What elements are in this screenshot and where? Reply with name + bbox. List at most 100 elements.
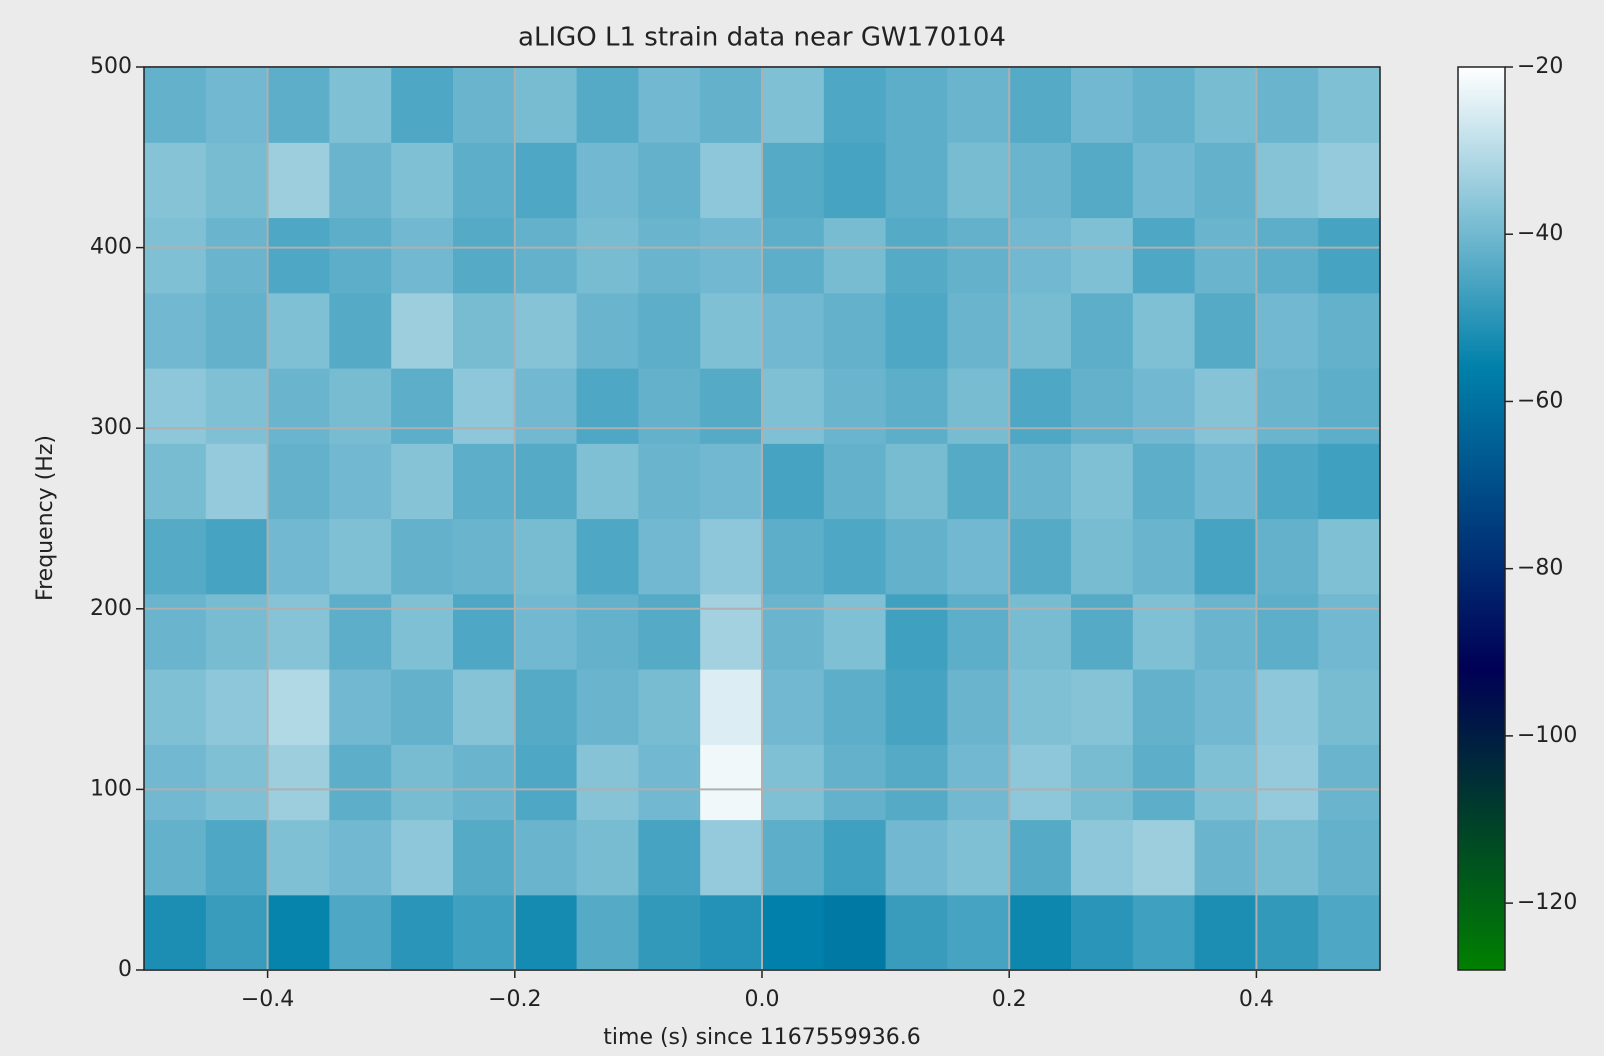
spectrogram-cell — [1318, 894, 1381, 971]
spectrogram-cell — [1132, 217, 1196, 294]
x-tick-label: 0.2 — [992, 987, 1027, 1012]
spectrogram-cell — [1132, 292, 1196, 369]
spectrogram-cell — [576, 744, 639, 821]
spectrogram-cell — [391, 443, 454, 520]
spectrogram-cell — [391, 593, 454, 670]
spectrogram-cell — [762, 142, 825, 219]
spectrogram-cell — [700, 593, 763, 670]
spectrogram-cell — [1132, 518, 1196, 595]
spectrogram-cell — [1318, 67, 1381, 143]
spectrogram-cell — [1132, 142, 1196, 219]
spectrogram-cell — [700, 518, 763, 595]
spectrogram-cell — [700, 744, 763, 821]
spectrogram-cell — [267, 368, 330, 444]
spectrogram-cell — [205, 443, 269, 520]
spectrogram-cell — [329, 669, 392, 745]
spectrogram-cell — [329, 368, 392, 444]
spectrogram-cell — [1318, 669, 1381, 745]
spectrogram-cell — [329, 443, 392, 520]
spectrogram-cell — [823, 669, 887, 745]
spectrogram-cell — [267, 894, 330, 971]
spectrogram-cell — [823, 67, 887, 143]
spectrogram-cell — [1071, 368, 1134, 444]
spectrogram-cell — [1132, 443, 1196, 520]
spectrogram-cell — [1256, 217, 1319, 294]
spectrogram-cell — [576, 217, 639, 294]
colorbar — [1457, 66, 1506, 971]
spectrogram-cell — [1318, 142, 1381, 219]
spectrogram-cell — [514, 67, 578, 143]
spectrogram-cell — [1009, 67, 1072, 143]
colorbar-tick-label: −20 — [1517, 54, 1563, 79]
spectrogram-cell — [1009, 443, 1072, 520]
spectrogram-cell — [144, 744, 207, 821]
spectrogram-cell — [391, 368, 454, 444]
spectrogram-cell — [514, 894, 578, 971]
spectrogram-cell — [329, 292, 392, 369]
spectrogram-cell — [885, 744, 948, 821]
spectrogram-cell — [391, 894, 454, 971]
spectrogram-cell — [514, 292, 578, 369]
spectrogram-cell — [1071, 142, 1134, 219]
spectrogram-cell — [144, 894, 207, 971]
spectrogram-cell — [267, 292, 330, 369]
spectrogram-cell — [205, 819, 269, 896]
spectrogram-cell — [576, 142, 639, 219]
x-tick-label: −0.2 — [488, 987, 541, 1012]
spectrogram-cell — [1256, 593, 1319, 670]
spectrogram-cell — [144, 292, 207, 369]
spectrogram-cell — [1009, 142, 1072, 219]
spectrogram-cell — [391, 217, 454, 294]
x-tick-label: 0.0 — [745, 987, 780, 1012]
spectrogram-cell — [1194, 819, 1257, 896]
spectrogram-cell — [1071, 67, 1134, 143]
spectrogram-cell — [267, 669, 330, 745]
spectrogram-cell — [514, 744, 578, 821]
spectrogram-cell — [1256, 744, 1319, 821]
x-tick-label: −0.4 — [241, 987, 294, 1012]
spectrogram-cell — [823, 744, 887, 821]
spectrogram-cell — [947, 593, 1010, 670]
spectrogram-cell — [885, 217, 948, 294]
spectrogram-cell — [576, 368, 639, 444]
spectrogram-cell — [823, 593, 887, 670]
spectrogram-cell — [1009, 368, 1072, 444]
spectrogram-cell — [1256, 67, 1319, 143]
spectrogram-cell — [700, 894, 763, 971]
spectrogram-cell — [700, 368, 763, 444]
spectrogram-cell — [391, 744, 454, 821]
spectrogram-cell — [267, 518, 330, 595]
spectrogram-cell — [823, 142, 887, 219]
spectrogram-cell — [1194, 669, 1257, 745]
spectrogram-cell — [947, 217, 1010, 294]
colorbar-tick-label: −100 — [1517, 723, 1577, 748]
spectrogram-cell — [762, 217, 825, 294]
spectrogram-cell — [700, 292, 763, 369]
spectrogram-cell — [1318, 593, 1381, 670]
spectrogram-cell — [947, 744, 1010, 821]
spectrogram-cell — [1071, 669, 1134, 745]
spectrogram-cell — [700, 443, 763, 520]
spectrogram-cell — [453, 217, 516, 294]
spectrogram-cell — [823, 894, 887, 971]
spectrogram-cell — [205, 593, 269, 670]
spectrogram-cell — [762, 292, 825, 369]
spectrogram-cell — [947, 518, 1010, 595]
spectrogram-cell — [144, 368, 207, 444]
spectrogram-cell — [885, 894, 948, 971]
spectrogram-cell — [514, 368, 578, 444]
spectrogram-cell — [391, 669, 454, 745]
spectrogram-cell — [1071, 518, 1134, 595]
spectrogram-cell — [144, 443, 207, 520]
y-tick-label: 200 — [90, 596, 132, 621]
y-tick-label: 0 — [118, 957, 132, 982]
spectrogram-cell — [638, 368, 701, 444]
spectrogram-cell — [453, 67, 516, 143]
spectrogram-cell — [453, 443, 516, 520]
spectrogram-cell — [1256, 443, 1319, 520]
spectrogram-cell — [1009, 819, 1072, 896]
spectrogram-cell — [638, 744, 701, 821]
spectrogram-cell — [453, 894, 516, 971]
spectrogram-cell — [1318, 443, 1381, 520]
spectrogram-cell — [885, 443, 948, 520]
